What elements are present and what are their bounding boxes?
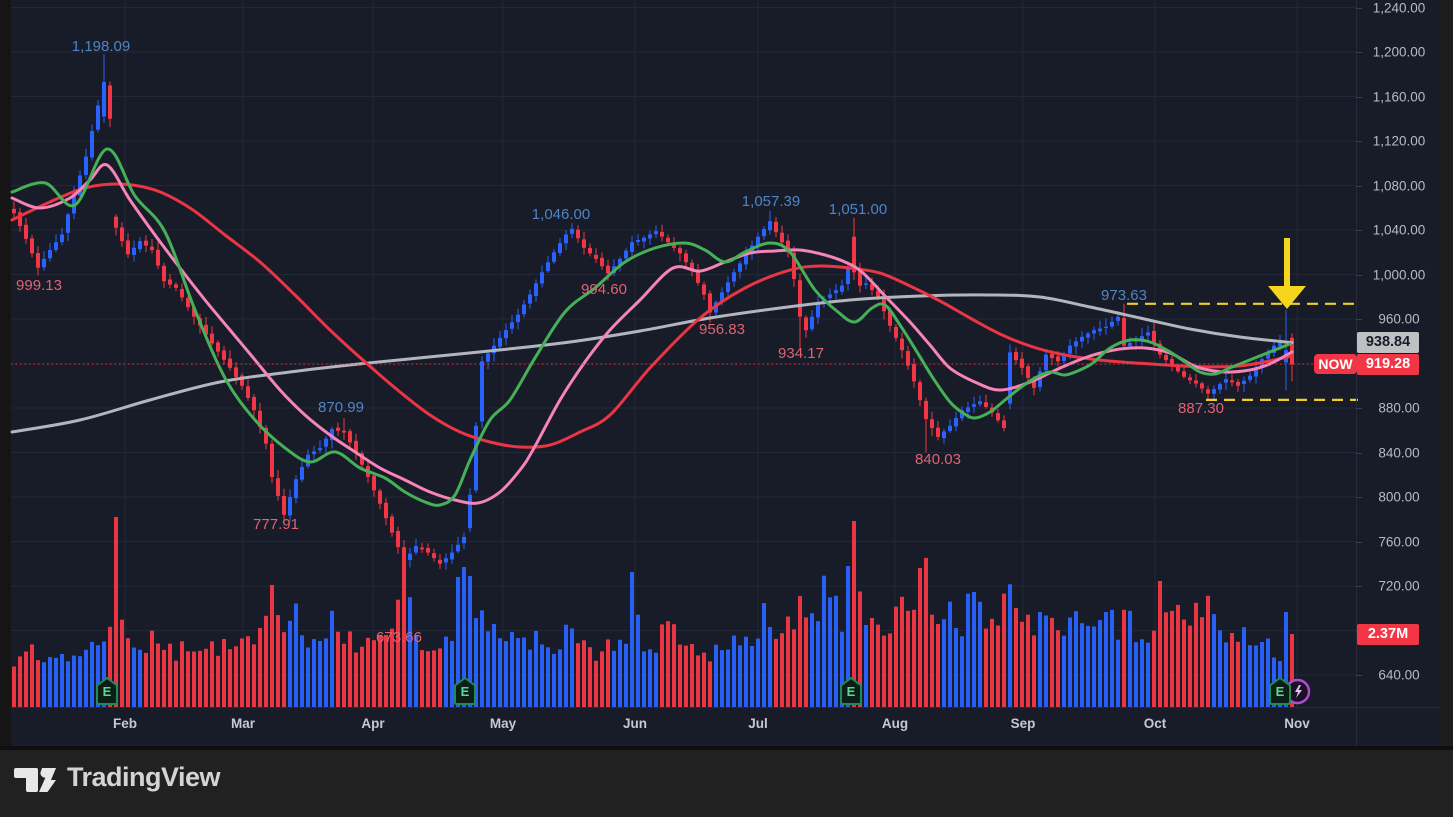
price-tickmark [1356,541,1362,543]
price-tick: 800.00 [1378,489,1420,505]
price-tickmark [1356,319,1362,320]
high-label: 1,198.09 [71,38,131,55]
month-label: May [489,716,517,731]
price-tick: 1,040.00 [1372,222,1426,238]
price-tickmark [1356,52,1362,53]
ma-long-line [10,182,1294,449]
low-label: 999.13 [16,277,62,294]
earnings-icon[interactable]: E [1269,677,1291,705]
window-edge [1440,0,1453,746]
price-tickmark [1356,586,1362,587]
month-label: Sep [1010,716,1036,731]
month-label: Jun [622,716,648,731]
candles [12,54,1294,638]
low-label: 994.60 [581,281,627,298]
price-tickmark [1356,452,1362,454]
current-price-badge: 919.28 [1357,354,1419,375]
price-tickmark [1356,7,1362,9]
high-label: 1,051.00 [828,201,888,218]
earnings-icon[interactable]: E [96,677,118,705]
pane-divider [11,707,1440,708]
down-arrow-annotation[interactable] [1268,238,1306,309]
month-label: Apr [361,716,385,731]
low-label: 840.03 [915,451,961,468]
price-tick: 960.00 [1378,311,1420,327]
month-label: Aug [881,716,909,731]
price-tick: 1,200.00 [1372,44,1426,60]
price-tickmark [1356,274,1362,276]
attribution-bar: TradingView [0,746,1453,817]
month-label: Feb [112,716,138,731]
price-tick: 640.00 [1378,667,1420,683]
volume-bars [12,517,1294,707]
svg-text:E: E [103,684,112,699]
price-tickmark [1356,185,1362,187]
month-label: Oct [1143,716,1167,731]
price-tick: 1,240.00 [1372,0,1426,15]
high-label: 1,057.39 [741,193,801,210]
price-tick: 1,160.00 [1372,89,1426,104]
price-tickmark [1356,675,1362,676]
month-label: Jul [748,716,768,731]
volume-badge: 2.37M [1357,624,1419,645]
price-tick: 880.00 [1378,400,1420,416]
earnings-icon[interactable]: E [840,677,862,705]
high-label: 1,046.00 [531,206,591,223]
low-label: 777.91 [253,516,299,533]
divider [0,746,1453,750]
earnings-icon[interactable]: E [454,677,476,705]
axis-divider [1356,0,1357,746]
tradingview-logo-icon [14,767,56,792]
month-label: Mar [230,716,256,731]
low-label: 887.30 [1178,400,1224,417]
price-tickmark [1356,230,1362,231]
price-tickmark [1356,497,1362,498]
ma-short-line [10,147,1292,507]
price-tick: 840.00 [1378,445,1420,460]
now-label: NOW [1314,354,1357,374]
high-label: 870.99 [318,399,364,416]
price-tick: 760.00 [1378,534,1420,549]
svg-text:E: E [461,684,470,699]
price-tick: 1,080.00 [1372,178,1426,193]
ma-200-line [10,293,1294,434]
svg-text:E: E [1276,684,1285,699]
tradingview-logo[interactable]: TradingView [14,762,221,793]
tradingview-logo-text: TradingView [67,762,221,792]
month-label: Nov [1284,716,1310,731]
low-label: 934.17 [778,345,824,362]
price-tick: 1,120.00 [1372,133,1426,149]
price-tickmark [1356,141,1362,142]
ma-value-badge: 938.84 [1357,332,1419,353]
svg-text:E: E [847,684,856,699]
low-label: 956.83 [699,321,745,338]
price-tick: 1,000.00 [1372,267,1426,282]
low-label: 673.66 [376,629,422,646]
price-tickmark [1356,96,1362,98]
high-label: 973.63 [1101,287,1147,304]
price-tick: 720.00 [1378,578,1420,594]
price-chart [10,0,1358,707]
price-tickmark [1356,408,1362,409]
